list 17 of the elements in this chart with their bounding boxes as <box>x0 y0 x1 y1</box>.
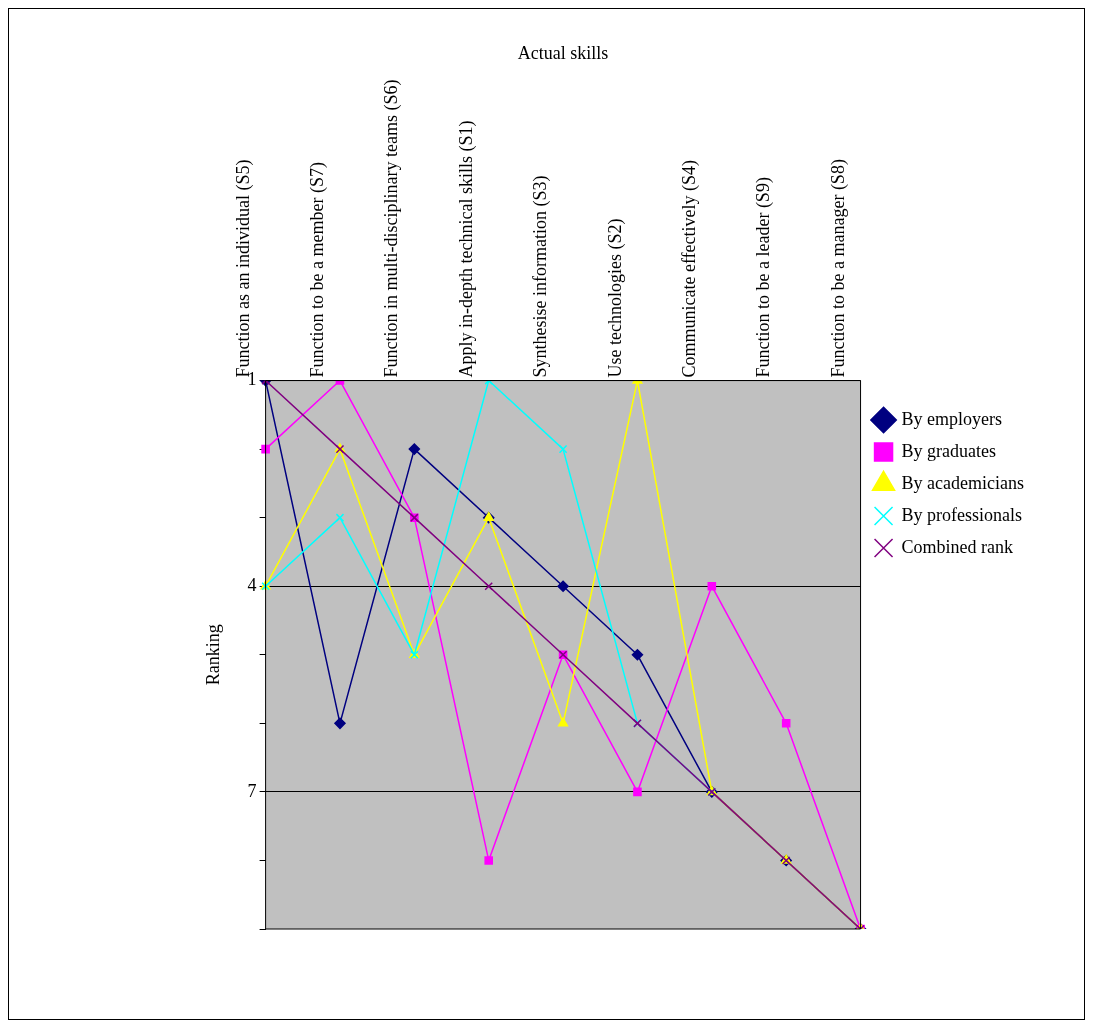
legend-label: By professionals <box>901 504 1023 525</box>
legend-label: By academicians <box>901 472 1024 493</box>
x-tick-label: Apply in-depth technical skills (S1) <box>455 120 477 378</box>
y-tick-label: 7 <box>247 780 257 801</box>
x-tick-label: Function in multi-disciplinary teams (S6) <box>381 79 403 378</box>
y-axis-title: Ranking <box>202 624 223 686</box>
legend-label: By employers <box>901 408 1003 429</box>
x-tick-label: Use technologies (S2) <box>604 218 626 378</box>
y-tick-label: 4 <box>247 574 257 595</box>
x-tick-label: Communicate effectively (S4) <box>678 159 700 378</box>
x-tick-label: Function to be a leader (S9) <box>753 177 775 378</box>
x-tick-label: Function to be a manager (S8) <box>827 159 849 378</box>
x-tick-label: Function to be a member (S7) <box>307 162 329 378</box>
x-axis-title: Actual skills <box>517 42 609 63</box>
legend-label: By graduates <box>901 440 997 461</box>
x-tick-label: Synthesise information (S3) <box>530 175 552 378</box>
legend-label: Combined rank <box>901 536 1014 557</box>
